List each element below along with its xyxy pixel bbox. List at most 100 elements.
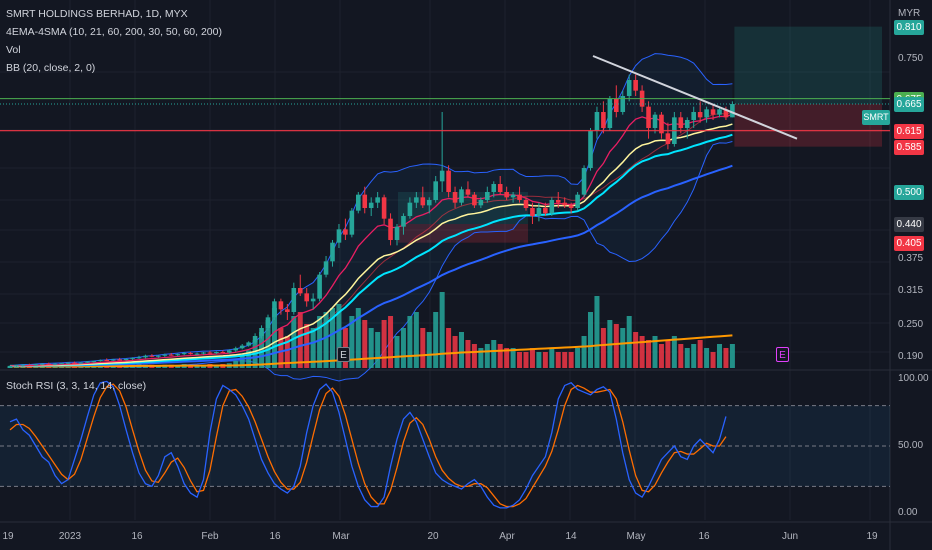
candle-body — [168, 354, 174, 356]
price-tick-label: 0.750 — [898, 52, 924, 64]
volume-bar — [381, 320, 387, 368]
volume-bar — [620, 328, 626, 368]
volume-bar — [478, 348, 484, 368]
candle-body — [123, 358, 129, 360]
candle-body — [330, 242, 335, 262]
volume-bar — [433, 312, 439, 368]
candle-body — [162, 354, 168, 356]
time-tick-label: Feb — [201, 531, 219, 542]
candle-body — [465, 189, 471, 195]
volume-bar — [291, 316, 297, 368]
stoch-tick-label: 0.00 — [898, 507, 918, 519]
candle-body — [85, 361, 90, 363]
volume-indicator-legend[interactable]: Vol — [6, 44, 21, 56]
candle-body — [684, 120, 690, 128]
candle-body — [278, 301, 284, 310]
candle-body — [394, 226, 400, 240]
volume-bar — [555, 352, 561, 368]
candle-body — [259, 328, 264, 336]
candle-body — [310, 298, 316, 302]
candle-body — [614, 98, 619, 112]
candle-body — [156, 355, 161, 357]
candle-body — [98, 360, 103, 362]
volume-bar — [394, 336, 400, 368]
candle-body — [659, 114, 664, 134]
candle-body — [510, 194, 516, 198]
candle-body — [704, 109, 709, 118]
candle-body — [246, 342, 251, 346]
candle-body — [626, 80, 632, 96]
bb-indicator-legend[interactable]: BB (20, close, 2, 0) — [6, 62, 96, 74]
volume-bar — [600, 328, 606, 368]
candle-body — [710, 109, 716, 115]
volume-bar — [239, 356, 245, 368]
price-tick-label: 0.250 — [898, 319, 924, 331]
candle-body — [194, 353, 200, 355]
candle-body — [459, 189, 464, 203]
earnings-event-marker[interactable]: E — [776, 347, 789, 362]
ema-indicator-legend[interactable]: 4EMA-4SMA (10, 21, 60, 200, 30, 50, 60, … — [6, 26, 222, 38]
stoch-rsi-legend[interactable]: Stoch RSI (3, 3, 14, 14, close) — [6, 380, 147, 392]
candle-body — [349, 210, 355, 235]
candle-body — [407, 202, 413, 216]
candle-body — [536, 208, 542, 216]
candle-body — [143, 355, 148, 358]
candle-body — [555, 200, 561, 203]
volume-bar — [549, 348, 555, 368]
candle-body — [652, 114, 658, 128]
volume-bar — [330, 308, 335, 368]
candle-body — [110, 359, 116, 361]
candle-body — [446, 170, 451, 192]
volume-bar — [510, 348, 516, 368]
volume-bar — [652, 336, 658, 368]
volume-bar — [317, 316, 323, 368]
candle-body — [39, 363, 45, 365]
volume-bar — [633, 332, 639, 368]
candle-body — [472, 194, 477, 206]
stoch-tick-label: 50.00 — [898, 440, 924, 451]
time-tick-label: 16 — [698, 531, 710, 542]
volume-bar — [323, 312, 329, 368]
price-tick-label: 0.190 — [898, 351, 924, 363]
candle-body — [285, 309, 290, 312]
candle-body — [678, 117, 684, 128]
candle-body — [136, 357, 142, 359]
candle-body — [59, 363, 64, 365]
candle-body — [517, 194, 522, 200]
candle-body — [7, 365, 13, 368]
volume-bar — [568, 352, 574, 368]
stoch-rsi-pane — [0, 380, 890, 509]
volume-bar — [271, 308, 277, 368]
earnings-event-marker[interactable]: E — [337, 347, 350, 362]
candle-body — [581, 168, 587, 195]
candle-body — [220, 352, 226, 353]
volume-bar — [671, 336, 677, 368]
price-badge: 0.500 — [894, 185, 924, 200]
currency-label: MYR — [898, 8, 921, 19]
candle-body — [117, 359, 122, 361]
candle-body — [375, 197, 380, 203]
candle-body — [291, 288, 297, 312]
position-zones — [398, 26, 882, 243]
time-tick-label: Apr — [499, 531, 515, 542]
candle-body — [439, 170, 445, 182]
candle-body — [265, 317, 271, 328]
candle-body — [214, 352, 219, 354]
volume-bar — [420, 328, 426, 368]
volume-bar — [613, 324, 619, 368]
price-tick-label: 0.585 — [894, 139, 924, 155]
time-tick-label: May — [626, 531, 646, 542]
candle-body — [381, 197, 387, 219]
volume-bar — [368, 328, 374, 368]
candle-body — [343, 229, 348, 235]
candle-body — [543, 208, 548, 214]
volume-bar — [362, 320, 368, 368]
volume-bar — [723, 348, 729, 368]
volume-bar — [523, 352, 529, 368]
time-tick-label: Mar — [332, 531, 350, 542]
candle-body — [65, 362, 71, 364]
candle-body — [665, 133, 671, 144]
volume-bar — [175, 365, 181, 368]
